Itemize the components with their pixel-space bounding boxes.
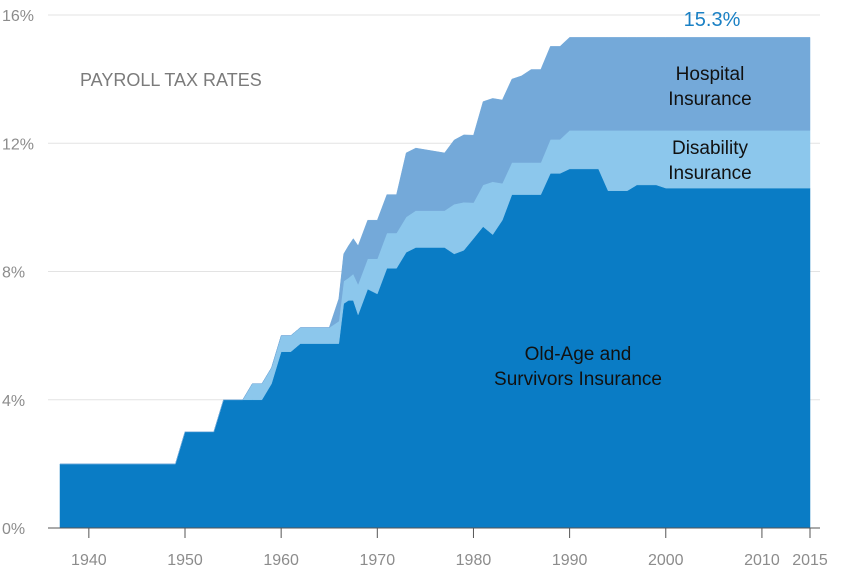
- x-tick-label: 1960: [263, 552, 299, 569]
- stacked-areas: [59, 37, 811, 529]
- y-axis: 0% 4% 8% 12% 16%: [2, 8, 34, 538]
- y-tick-label: 8%: [2, 265, 25, 282]
- x-tick-label: 1950: [167, 552, 203, 569]
- x-axis-ticks: 1940 1950 1960 1970 1980 1990 2000 2010 2015: [71, 528, 828, 569]
- x-tick-label: 2010: [744, 552, 780, 569]
- x-tick-label: 1970: [360, 552, 396, 569]
- x-tick-label: 2000: [648, 552, 684, 569]
- area-hospital-insurance: [60, 37, 811, 465]
- x-tick-label: 1940: [71, 552, 107, 569]
- x-tick-label: 2015: [792, 552, 828, 569]
- series-labels: Old-Age and Survivors Insurance Disability…: [494, 64, 752, 390]
- chart-title: PAYROLL TAX RATES: [80, 70, 262, 90]
- series-label: Disability Insurance: [668, 138, 751, 184]
- total-rate-annotation: 15.3%: [684, 9, 741, 31]
- y-tick-label: 0%: [2, 521, 25, 538]
- y-tick-label: 4%: [2, 393, 25, 410]
- y-tick-label: 12%: [2, 136, 34, 153]
- series-label: Old-Age and Survivors Insurance: [494, 344, 662, 390]
- x-tick-label: 1980: [456, 552, 492, 569]
- series-label: Hospital Insurance: [668, 64, 751, 110]
- x-tick-label: 1990: [552, 552, 588, 569]
- y-tick-label: 16%: [2, 8, 34, 25]
